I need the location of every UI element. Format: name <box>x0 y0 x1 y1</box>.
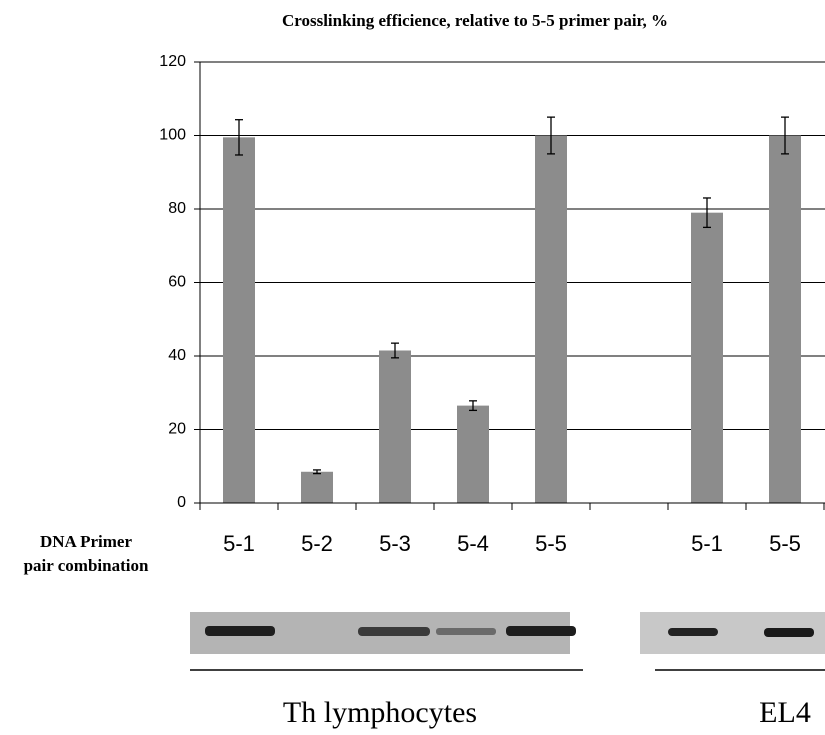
chart: Crosslinking efficience, relative to 5-5… <box>0 0 825 735</box>
y-tick-label: 0 <box>177 494 186 511</box>
x-tick-label: 5-1 <box>691 531 723 556</box>
bar <box>457 406 489 503</box>
bar <box>379 350 411 503</box>
chart-title: Crosslinking efficience, relative to 5-5… <box>282 11 668 30</box>
y-tick-label: 80 <box>168 200 186 217</box>
y-tick-label: 100 <box>159 127 186 144</box>
bar <box>535 136 567 504</box>
bar <box>223 137 255 503</box>
y-tick-label: 20 <box>168 421 186 438</box>
gel-image <box>190 612 825 654</box>
x-tick-label: 5-5 <box>769 531 801 556</box>
bar <box>691 213 723 503</box>
x-tick-label: 5-2 <box>301 531 333 556</box>
group-label: Th lymphocytes <box>283 696 477 729</box>
x-tick-label: 5-4 <box>457 531 489 556</box>
x-tick-label: 5-5 <box>535 531 567 556</box>
y-tick-label: 120 <box>159 53 186 70</box>
y-tick-label: 60 <box>168 274 186 291</box>
group-label: EL4 <box>759 696 811 729</box>
x-tick-label: 5-1 <box>223 531 255 556</box>
x-axis-label: pair combination <box>24 556 149 575</box>
bar <box>769 136 801 504</box>
x-tick-label: 5-3 <box>379 531 411 556</box>
y-tick-label: 40 <box>168 347 186 364</box>
bar <box>301 472 333 503</box>
x-axis-label: DNA Primer <box>40 532 133 551</box>
